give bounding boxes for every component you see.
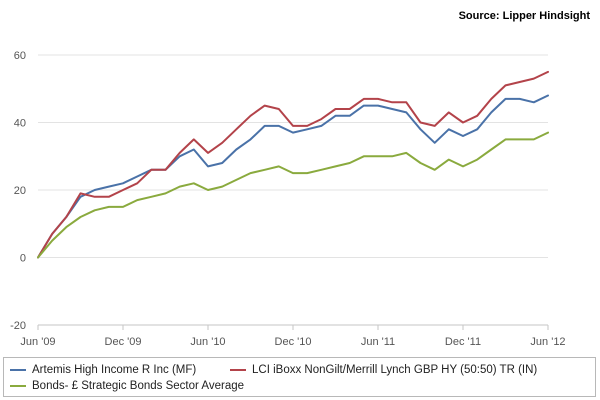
x-tick-label: Dec '09 [105,336,142,348]
series-lines [37,70,549,259]
y-tick-label: 40 [14,118,26,130]
legend-item-artemis[interactable]: Artemis High Income R Inc (MF) [10,364,196,376]
x-tick-label: Dec '10 [275,336,312,348]
x-tick-label: Jun '09 [20,336,55,348]
series-line-1 [37,70,549,259]
source-note: Source: Lipper Hindsight [458,10,590,22]
x-tick-label: Jun '10 [190,336,225,348]
legend-label-sector-average: Bonds- £ Strategic Bonds Sector Average [32,380,245,392]
legend-label-artemis: Artemis High Income R Inc (MF) [32,364,197,376]
y-tick-label: -20 [10,320,26,332]
x-tick-label: Dec '11 [445,336,481,348]
y-tick-label: 0 [20,253,26,265]
legend-item-sector-average[interactable]: Bonds- £ Strategic Bonds Sector Average [10,380,244,392]
legend-label-lci: LCI iBoxx NonGilt/Merrill Lynch GBP HY (… [252,364,538,376]
legend-item-lci[interactable]: LCI iBoxx NonGilt/Merrill Lynch GBP HY (… [230,364,537,376]
legend-swatch-artemis [10,369,26,371]
legend-swatch-lci [230,369,246,371]
legend: Artemis High Income R Inc (MF) LCI iBoxx… [3,357,596,397]
y-tick-label: 20 [14,185,26,197]
y-tick-label: 60 [14,50,26,62]
gridlines [38,54,548,326]
series-line-0 [37,94,549,259]
series-line-2 [37,131,549,259]
x-tick-label: Jun '12 [530,336,565,348]
legend-swatch-sector-average [10,385,26,387]
axes: 60 40 20 0 -20 Jun '09 Dec '09 Jun '10 Dec '10 Ju… [10,50,565,348]
x-tick-label: Jun '11 [361,336,395,348]
